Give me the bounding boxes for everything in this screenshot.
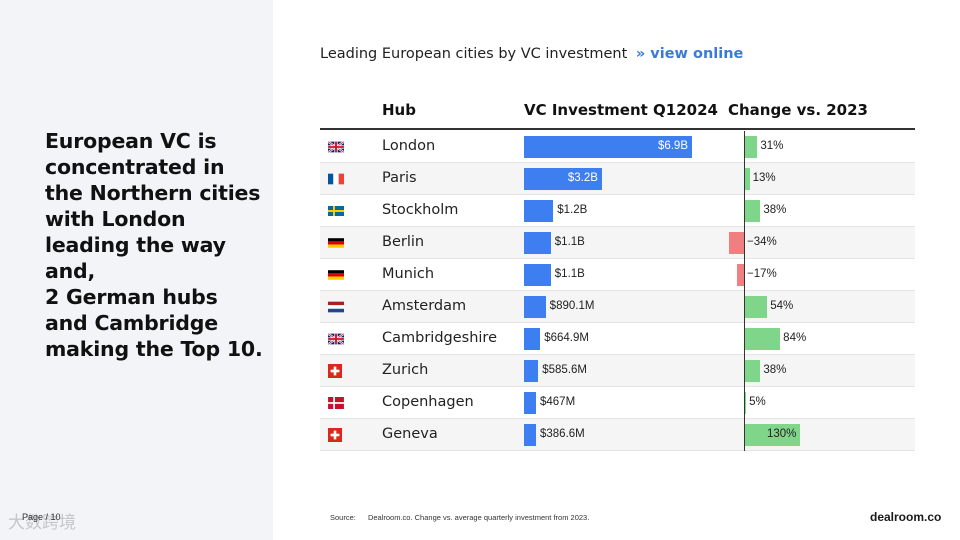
vc-investment-label: $1.2B: [557, 204, 588, 216]
vc-investment-bar: [524, 200, 554, 222]
table-row: Cambridgeshire $664.9M 84%: [320, 323, 915, 355]
vc-investment-bar: [524, 424, 536, 446]
left-panel: European VC is concentrated in the North…: [0, 0, 273, 540]
change-label: 84%: [783, 332, 807, 344]
header-vc-investment: VC Investment Q12024: [524, 101, 718, 119]
vc-investment-bar: [524, 232, 551, 254]
vc-investment-label: $1.1B: [554, 268, 585, 280]
change-bar: [736, 264, 744, 286]
hub-name: Copenhagen: [382, 394, 474, 410]
netherlands-flag-icon: [328, 300, 344, 313]
vc-investment-bar: [524, 168, 602, 190]
vc-investment-bar: [524, 392, 536, 414]
vc-investment-label: $585.6M: [542, 364, 588, 376]
table-row: Amsterdam $890.1M 54%: [320, 291, 915, 323]
table-row: London $6.9B 31%: [320, 131, 915, 163]
hub-name: Munich: [382, 266, 435, 282]
source-text: Dealroom.co. Change vs. average quarterl…: [367, 513, 590, 522]
dealroom-logo: dealroom.co: [870, 510, 942, 524]
source-note: Source: Dealroom.co. Change vs. average …: [330, 513, 589, 522]
vc-investment-label: $3.2B: [567, 172, 598, 184]
hub-name: London: [382, 138, 436, 154]
vc-investment-label: $386.6M: [540, 428, 585, 440]
page-number: Page / 10: [22, 512, 61, 522]
table-row: Geneva $386.6M 130%: [320, 419, 915, 451]
vc-investment-bar: [524, 328, 541, 350]
change-bar: [744, 200, 761, 222]
chart-title: Leading European cities by VC investment…: [320, 46, 743, 62]
change-label: −17%: [747, 268, 777, 280]
switzerland-flag-icon: [328, 364, 344, 378]
change-label: 13%: [752, 172, 776, 184]
header-hub: Hub: [382, 101, 416, 119]
view-online-link[interactable]: » view online: [635, 46, 744, 62]
change-bar: [744, 168, 750, 190]
hub-name: Geneva: [382, 426, 438, 442]
table-row: Munich $1.1B −17%: [320, 259, 915, 291]
change-label: −34%: [747, 236, 777, 248]
headline: European VC is concentrated in the North…: [45, 129, 263, 361]
denmark-flag-icon: [328, 396, 344, 409]
vc-investment-label: $467M: [540, 396, 576, 408]
header-change: Change vs. 2023: [728, 101, 868, 119]
change-label: 31%: [760, 140, 784, 152]
change-label: 38%: [763, 364, 787, 376]
change-zero-axis: [744, 131, 745, 451]
vc-investment-label: $664.9M: [544, 332, 589, 344]
watermark: 大数跨境: [8, 513, 76, 533]
hub-name: Paris: [382, 170, 417, 186]
table-row: Stockholm $1.2B 38%: [320, 195, 915, 227]
source-label: Source:: [330, 513, 356, 522]
change-bar: [744, 136, 758, 158]
sweden-flag-icon: [328, 204, 344, 216]
change-label: 38%: [763, 204, 787, 216]
table-row: Paris $3.2B 13%: [320, 163, 915, 195]
vc-investment-bar: [524, 360, 539, 382]
chart-title-text: Leading European cities by VC investment: [320, 46, 628, 62]
hub-name: Stockholm: [382, 202, 459, 218]
change-label: 54%: [770, 300, 794, 312]
change-label: 130%: [767, 428, 797, 440]
vc-investment-bar: [524, 136, 692, 158]
hub-name: Zurich: [382, 362, 429, 378]
uk-flag-icon: [327, 140, 345, 154]
table-body: London $6.9B 31% Paris $3.2B 13% Stockholm $1.2…: [320, 131, 915, 451]
change-label: 5%: [749, 396, 766, 408]
germany-flag-icon: [328, 236, 344, 248]
vc-investment-bar: [524, 264, 551, 286]
hub-name: Berlin: [382, 234, 425, 250]
table-row: Zurich $585.6M 38%: [320, 355, 915, 387]
hub-name: Amsterdam: [382, 298, 467, 314]
table-row: Berlin $1.1B −34%: [320, 227, 915, 259]
change-bar: [729, 232, 744, 254]
change-bar: [744, 424, 800, 446]
vc-investment-label: $6.9B: [657, 140, 688, 152]
table-row: Copenhagen $467M 5%: [320, 387, 915, 419]
vc-investment-label: $890.1M: [549, 300, 595, 312]
table-header: Hub VC Investment Q12024 Change vs. 2023: [320, 100, 915, 130]
vc-investment-label: $1.1B: [554, 236, 585, 248]
germany-flag-icon: [328, 268, 344, 280]
change-bar: [744, 328, 781, 350]
change-bar: [744, 360, 761, 382]
vc-investment-bar: [524, 296, 546, 318]
change-bar: [744, 392, 747, 414]
switzerland-flag-icon: [328, 428, 344, 442]
uk-flag-icon: [327, 332, 345, 346]
hub-name: Cambridgeshire: [382, 330, 497, 346]
france-flag-icon: [328, 172, 344, 185]
change-bar: [744, 296, 768, 318]
